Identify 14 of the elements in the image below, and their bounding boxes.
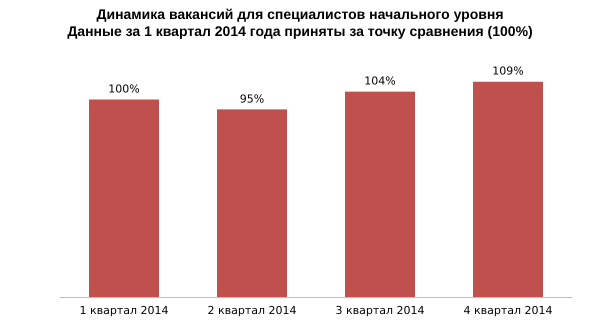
chart-subtitle: Данные за 1 квартал 2014 года приняты за точку сравнения (100%) xyxy=(67,23,533,39)
data-label: 104% xyxy=(364,74,396,88)
chart-title: Динамика вакансий для специалистов начального уровня xyxy=(96,6,504,22)
x-tick-label: 4 квартал 2014 xyxy=(463,304,553,317)
bar xyxy=(217,109,287,297)
data-label: 109% xyxy=(492,64,524,78)
data-label: 95% xyxy=(240,92,264,106)
x-tick-label: 2 квартал 2014 xyxy=(207,304,297,317)
x-tick-label: 1 квартал 2014 xyxy=(79,304,169,317)
bar xyxy=(473,82,543,297)
bar xyxy=(89,100,159,297)
data-label: 100% xyxy=(108,82,140,96)
x-tick-label: 3 квартал 2014 xyxy=(335,304,425,317)
bar xyxy=(345,92,415,297)
